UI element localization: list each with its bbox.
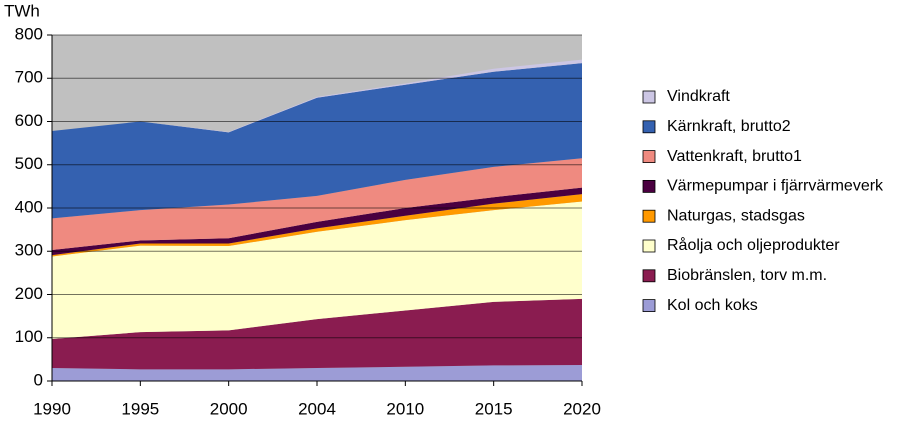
- legend-swatch: [642, 150, 656, 164]
- legend-label: Naturgas, stadsgas: [667, 207, 805, 224]
- y-tick-label: 400: [15, 197, 43, 216]
- legend-label: Vattenkraft, brutto1: [667, 148, 802, 165]
- x-tick-label: 2020: [563, 399, 601, 418]
- y-tick-label: 600: [15, 111, 43, 130]
- area: [52, 298, 582, 370]
- y-tick-label: 200: [15, 284, 43, 303]
- y-axis-label: TWh: [4, 1, 40, 20]
- y-tick-label: 500: [15, 154, 43, 173]
- area: [52, 364, 582, 381]
- x-tick-label: 1995: [121, 399, 159, 418]
- legend-swatch: [642, 239, 656, 253]
- legend-swatch: [642, 209, 656, 223]
- y-tick-label: 100: [15, 327, 43, 346]
- legend-swatch: [642, 269, 656, 283]
- x-tick-label: 2010: [386, 399, 424, 418]
- area: [52, 194, 582, 257]
- x-tick-label: 2015: [475, 399, 513, 418]
- x-tick-label: 2000: [210, 399, 248, 418]
- y-tick-label: 700: [15, 68, 43, 87]
- legend-label: Vindkraft: [667, 88, 730, 105]
- legend-label: Råolja och oljeprodukter: [667, 236, 840, 254]
- legend-label: Värmepumpar i fjärrvärmeverk: [667, 178, 884, 195]
- area: [52, 158, 582, 250]
- area: [52, 187, 582, 256]
- legend: Kol och koks Biobränslen, torv m.m. Råolja…: [642, 88, 884, 314]
- legend-label: Kol och koks: [667, 297, 758, 314]
- x-tick-label: 2004: [298, 399, 336, 418]
- y-tick-label: 0: [34, 370, 43, 389]
- y-tick-label: 300: [15, 241, 43, 260]
- legend-swatch: [642, 90, 656, 104]
- x-tick-label: 1990: [33, 399, 71, 418]
- area: [52, 201, 582, 340]
- legend-swatch: [642, 179, 656, 193]
- legend-label: Biobränslen, torv m.m.: [667, 267, 827, 284]
- legend-swatch: [642, 299, 656, 313]
- legend-swatch: [642, 120, 656, 134]
- area: [52, 63, 582, 219]
- legend-label: Kärnkraft, brutto2: [667, 118, 791, 135]
- y-tick-label: 800: [15, 24, 43, 43]
